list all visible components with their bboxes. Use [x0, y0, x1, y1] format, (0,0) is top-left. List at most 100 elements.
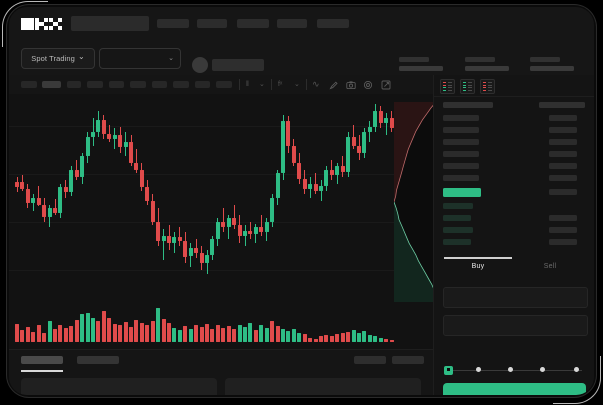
- orders-panel: [9, 349, 433, 395]
- interval-button-9[interactable]: [195, 81, 210, 88]
- trading-mode-label: Spot Trading: [31, 54, 75, 63]
- toolbar-divider: [306, 79, 307, 90]
- tab-sell[interactable]: Sell: [543, 263, 557, 270]
- buy-button[interactable]: [443, 383, 586, 395]
- order-price-input[interactable]: [443, 287, 588, 308]
- volume-bar: [177, 330, 182, 342]
- volume-bar: [118, 324, 123, 342]
- stat-value: [530, 66, 574, 71]
- nav-item-1[interactable]: [157, 19, 189, 28]
- orderbook-bid-amount[interactable]: [549, 227, 577, 233]
- slider-knob[interactable]: [444, 365, 453, 375]
- interval-button-2[interactable]: [42, 81, 61, 88]
- orderbook-ask-price[interactable]: [443, 115, 479, 121]
- volume-bar: [313, 338, 318, 342]
- candlestick-series: [15, 94, 395, 284]
- amount-percent-slider[interactable]: [444, 365, 586, 375]
- orderbook-ask-amount[interactable]: [549, 163, 577, 169]
- depth-chart: [394, 102, 436, 302]
- volume-bar: [42, 332, 47, 342]
- volume-bar: [199, 326, 204, 342]
- orderbook-bid-price[interactable]: [443, 203, 473, 209]
- price-chart[interactable]: [9, 94, 433, 349]
- interval-button-4[interactable]: [87, 81, 103, 88]
- orderbook-ask-price[interactable]: [443, 151, 479, 157]
- slider-stop-75[interactable]: [540, 367, 545, 372]
- volume-bar: [91, 317, 95, 342]
- orderbook-bid-amount[interactable]: [549, 239, 577, 245]
- orderbook-ask-amount[interactable]: [549, 139, 577, 145]
- tab-buy[interactable]: Buy: [471, 263, 485, 270]
- volume-bar: [335, 334, 340, 342]
- orderbook-last-price-row: [443, 188, 481, 197]
- interval-button-8[interactable]: [173, 81, 189, 88]
- interval-button-7[interactable]: [152, 81, 167, 88]
- slider-stop-50[interactable]: [508, 367, 513, 372]
- volume-bar: [139, 323, 144, 342]
- volume-bar: [210, 329, 215, 342]
- bottom-action-1[interactable]: [354, 356, 386, 364]
- nav-item-2[interactable]: [197, 19, 227, 28]
- volume-bar: [319, 336, 323, 342]
- settings-gear-icon[interactable]: [363, 80, 373, 90]
- nav-item-4[interactable]: [277, 19, 307, 28]
- bottom-action-2[interactable]: [392, 356, 424, 364]
- candlestick-type-icon[interactable]: ‖: [246, 81, 249, 88]
- orderbook-ask-price[interactable]: [443, 175, 479, 181]
- tab-order-history[interactable]: [77, 356, 119, 364]
- interval-button-3[interactable]: [67, 81, 81, 88]
- okx-logo[interactable]: [21, 18, 63, 30]
- interval-button-5[interactable]: [109, 81, 124, 88]
- camera-icon[interactable]: [346, 80, 356, 90]
- volume-bar: [145, 324, 150, 342]
- fullscreen-icon[interactable]: [381, 80, 391, 90]
- interval-button-1[interactable]: [21, 81, 37, 88]
- orderbook-ask-amount[interactable]: [549, 175, 577, 181]
- trading-pair-selector[interactable]: ⌄: [99, 48, 181, 69]
- interval-button-6[interactable]: [130, 81, 146, 88]
- nav-item-5[interactable]: [317, 19, 349, 28]
- ob-mode-bids-only[interactable]: [460, 79, 475, 94]
- indicators-chevron-down-icon[interactable]: ⌄: [294, 81, 300, 88]
- orderbook-ask-price[interactable]: [443, 163, 479, 169]
- interval-button-10[interactable]: [216, 81, 232, 88]
- volume-bar: [194, 324, 199, 342]
- volume-bar: [340, 333, 345, 342]
- slider-stop-100[interactable]: [574, 367, 579, 372]
- tab-open-orders[interactable]: [21, 356, 63, 364]
- volume-bar: [205, 323, 209, 342]
- pencil-icon[interactable]: [329, 80, 339, 90]
- indicators-icon[interactable]: fˣ: [278, 81, 283, 88]
- orderbook-bid-price[interactable]: [443, 215, 471, 221]
- orderbook-ask-amount[interactable]: [549, 127, 577, 133]
- volume-bar: [248, 323, 253, 342]
- volume-bar: [291, 329, 296, 342]
- stat-label: [530, 57, 560, 62]
- orderbook-bid-price[interactable]: [443, 227, 473, 233]
- orderbook-ask-amount[interactable]: [549, 151, 577, 157]
- volume-bar: [281, 328, 285, 342]
- volume-bar: [237, 324, 242, 342]
- order-amount-input[interactable]: [443, 315, 588, 336]
- volume-bar: [172, 327, 177, 342]
- ob-mode-both[interactable]: [440, 79, 455, 94]
- volume-bar: [253, 330, 258, 342]
- orderbook-ask-price[interactable]: [443, 139, 479, 145]
- orderbook-header-amount: [539, 102, 585, 108]
- nav-item-3[interactable]: [237, 19, 269, 28]
- volume-bar: [101, 311, 106, 342]
- orderbook-ask-amount[interactable]: [549, 115, 577, 121]
- slider-stop-25[interactable]: [476, 367, 481, 372]
- orderbook-ask-price[interactable]: [443, 127, 479, 133]
- orderbook-divider: [434, 96, 594, 97]
- orderbook-bid-amount[interactable]: [549, 215, 577, 221]
- volume-bar: [378, 338, 383, 342]
- line-tool-icon[interactable]: ∿: [312, 79, 320, 89]
- volume-bar: [123, 322, 128, 342]
- volume-series: [15, 302, 395, 342]
- ob-mode-asks-only[interactable]: [480, 79, 495, 94]
- trading-mode-selector[interactable]: Spot Trading ⌄: [21, 48, 95, 69]
- chart-type-chevron-down-icon[interactable]: ⌄: [259, 81, 265, 88]
- orderbook-bid-price[interactable]: [443, 239, 471, 245]
- stat-value: [465, 66, 509, 71]
